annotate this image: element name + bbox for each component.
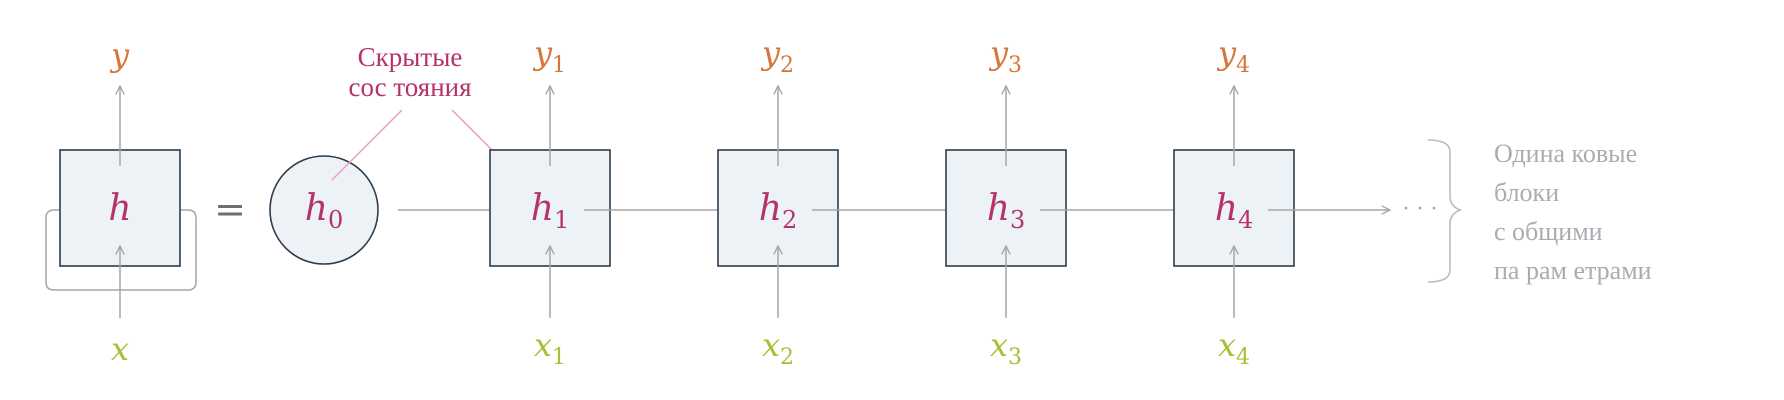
- folded-hidden-label: h: [108, 188, 131, 229]
- shared-parameters-note: Одина ковые блоки с общими па рам етрами: [1494, 139, 1652, 285]
- equals-sign: =: [214, 187, 246, 231]
- input-label-2: x2: [762, 326, 794, 370]
- unrolled-step-1: h1 x1 y1: [489, 34, 744, 370]
- unrolled-step-4: h4 x4 y4: [1173, 34, 1390, 370]
- hidden-label-1: h1: [531, 188, 569, 234]
- hidden-label-2: h2: [759, 188, 797, 234]
- unrolled-step-3: h3 x3 y3: [945, 34, 1200, 370]
- output-label-4: y4: [1216, 34, 1250, 78]
- output-label-3: y3: [988, 34, 1022, 78]
- initial-state-circle: [269, 155, 379, 265]
- input-label-3: x3: [990, 326, 1022, 370]
- side-note-line-4: па рам етрами: [1494, 256, 1652, 285]
- side-note-line-1: Одина ковые: [1494, 139, 1637, 168]
- recurrent-loop-arrow: [45, 210, 197, 291]
- annotation-line-2: сос тояния: [348, 72, 471, 102]
- hidden-label-3: h3: [987, 188, 1025, 234]
- hidden-label-4: h4: [1215, 188, 1253, 234]
- side-note-line-2: блоки: [1494, 178, 1559, 207]
- folded-input-label: x: [111, 330, 129, 368]
- input-label-1: x1: [534, 326, 566, 370]
- annotation-line-1: Скрытые: [358, 42, 463, 72]
- side-note-line-3: с общими: [1494, 217, 1603, 246]
- hidden-states-annotation: Скрытые сос тояния: [331, 42, 525, 183]
- input-label-4: x4: [1218, 326, 1250, 370]
- initial-state-label: h0: [305, 188, 343, 234]
- annotation-pointer-h0: [331, 109, 403, 181]
- folded-output-label: y: [109, 36, 130, 74]
- initial-state: h0: [269, 155, 379, 265]
- output-label-2: y2: [760, 34, 794, 78]
- shared-parameters-brace: [1427, 139, 1463, 283]
- folded-rnn-cell: h x y: [45, 36, 197, 368]
- unrolled-step-2: h2 x2 y2: [717, 34, 972, 370]
- output-label-1: y1: [532, 34, 566, 78]
- continuation-ellipsis: · · ·: [1403, 197, 1438, 222]
